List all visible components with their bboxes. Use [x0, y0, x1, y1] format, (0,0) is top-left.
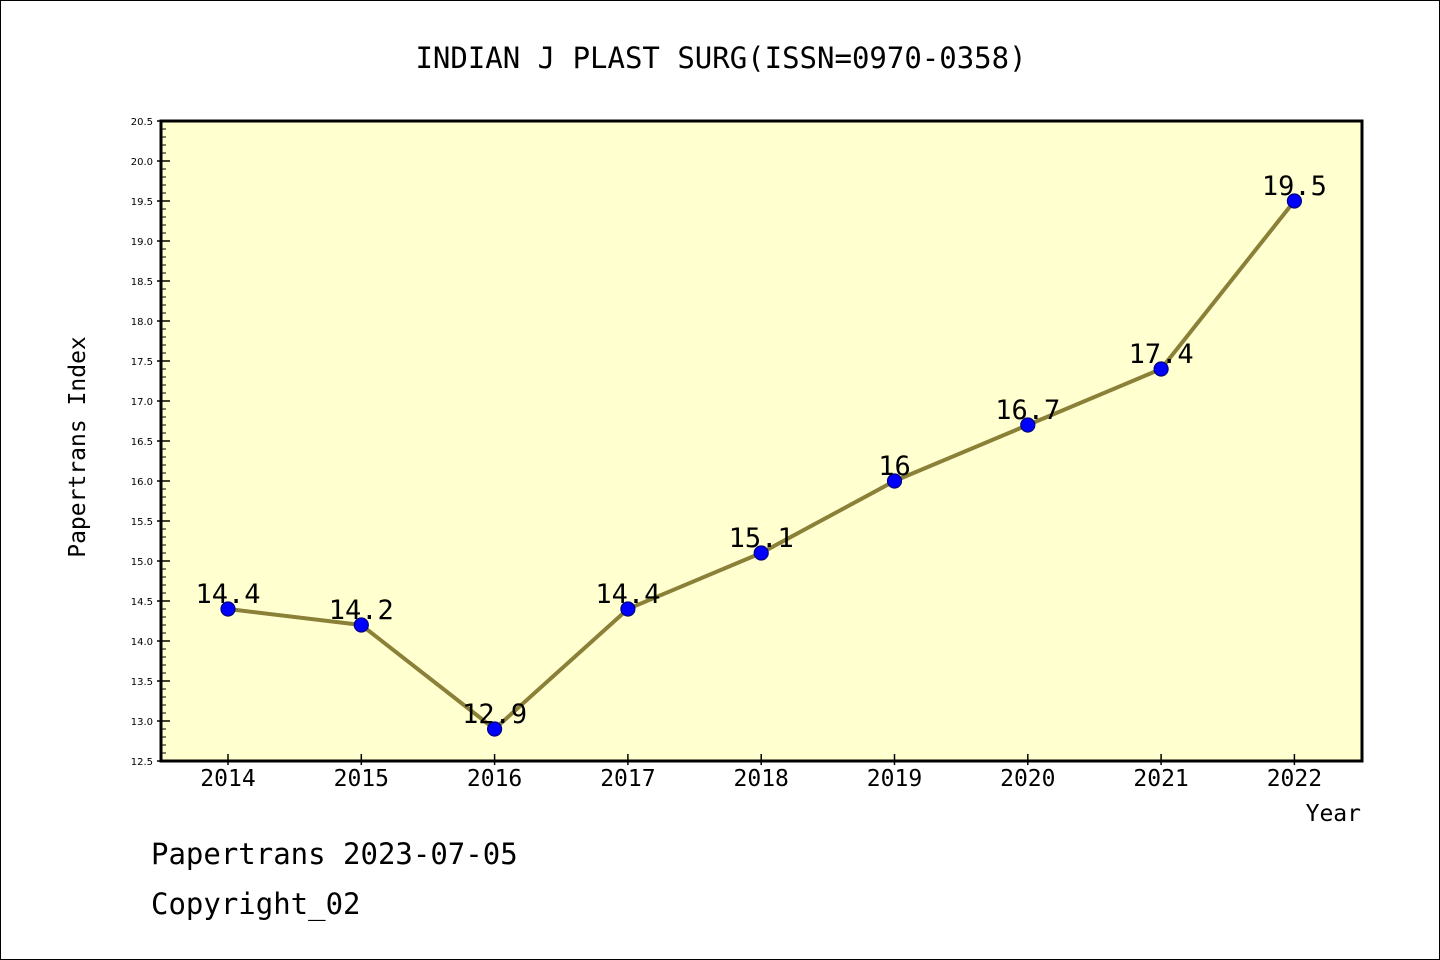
chart-title: INDIAN J PLAST SURG(ISSN=0970-0358): [415, 41, 1026, 75]
plot-area: [159, 119, 1364, 763]
data-point: [220, 601, 236, 617]
y-tick-label: 17.0: [131, 397, 153, 408]
data-point: [886, 473, 903, 489]
data-point: [753, 545, 769, 561]
y-tick-label: 14.0: [131, 637, 153, 648]
y-axis-label: Papertrans Index: [65, 336, 91, 558]
data-point: [1153, 361, 1169, 377]
y-tick-label: 12.5: [131, 757, 153, 768]
x-tick-label: 2020: [1000, 766, 1055, 792]
data-point: [1020, 417, 1036, 433]
y-tick-label: 13.5: [131, 677, 153, 688]
x-axis-label: Year: [1306, 801, 1361, 827]
data-point: [1286, 193, 1303, 209]
x-tick-label: 2019: [867, 766, 922, 792]
y-tick-label: 19.0: [131, 237, 153, 248]
data-label: 17.4: [1129, 339, 1194, 370]
y-tick-label: 15.5: [131, 517, 153, 528]
x-tick-label: 2021: [1133, 766, 1188, 792]
data-label: 14.4: [595, 579, 660, 610]
y-tick-label: 16.5: [131, 437, 153, 448]
y-tick-label: 13.0: [131, 717, 153, 728]
x-tick-label: 2014: [200, 766, 255, 792]
y-tick-label: 14.5: [131, 597, 153, 608]
data-label: 16: [878, 451, 911, 482]
y-tick-label: 17.5: [131, 357, 153, 368]
data-label: 16.7: [995, 395, 1060, 426]
y-axis: 12.5 13.0 13.5 14.0 14.5 15.0 15.5 16.0 16.5 17.0…: [131, 117, 170, 768]
y-tick-label: 18.0: [131, 317, 153, 328]
data-label: 15.1: [729, 523, 794, 554]
y-tick-label: 18.5: [131, 277, 153, 288]
x-tick-label: 2018: [734, 766, 789, 792]
x-tick-label: 2015: [334, 766, 389, 792]
x-tick-label: 2022: [1267, 766, 1322, 792]
data-point: [487, 721, 503, 737]
data-label: 19.5: [1262, 171, 1327, 202]
series-group: 14.4 14.2 12.9 14.4 15.1 16 16.7 17.4 19.5: [195, 171, 1327, 737]
x-tick-label: 2017: [600, 766, 655, 792]
y-tick-label: 19.5: [131, 197, 153, 208]
y-tick-label: 16.0: [131, 477, 153, 488]
footer-copyright-text: Copyright_02: [151, 887, 361, 921]
data-label: 14.4: [195, 579, 260, 610]
x-axis: 2014 2015 2016 2017 2018 2019 2020 2021 2022: [200, 754, 1322, 792]
footer-date-text: Papertrans 2023-07-05: [151, 837, 518, 871]
data-label: 14.2: [329, 595, 394, 626]
x-tick-label: 2016: [467, 766, 522, 792]
y-tick-label: 20.5: [131, 117, 153, 128]
y-tick-label: 15.0: [131, 557, 153, 568]
y-tick-label: 20.0: [131, 157, 153, 168]
data-point: [620, 601, 636, 617]
data-label: 12.9: [462, 699, 527, 730]
data-point: [353, 617, 369, 633]
